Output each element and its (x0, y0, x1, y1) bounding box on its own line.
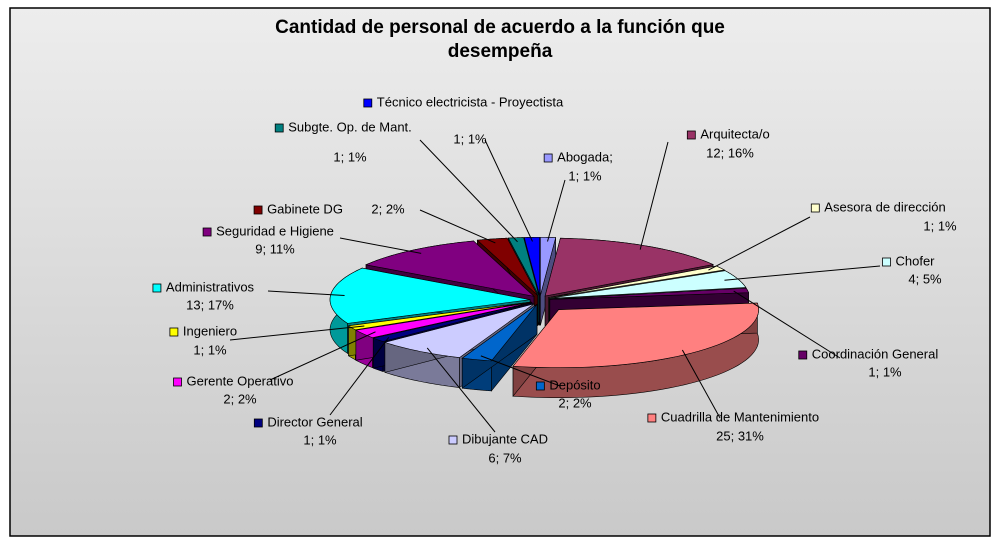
leader-line (229, 325, 365, 341)
value-label: 1; 1% (333, 149, 367, 164)
leader-line (329, 336, 390, 416)
slice (548, 265, 726, 298)
legend-swatch (202, 227, 212, 237)
value-label: 1; 1% (453, 131, 487, 146)
value-label: 1; 1% (303, 432, 337, 447)
legend-swatch (882, 257, 891, 267)
legend-swatch (173, 377, 182, 387)
value-label: 4; 5% (908, 271, 942, 286)
value-label: 25; 31% (716, 428, 764, 443)
leader-line (639, 141, 669, 250)
legend-swatch (543, 153, 553, 163)
leader-line (419, 209, 496, 244)
slice (461, 304, 538, 362)
category-label: Director General (267, 414, 362, 429)
leader-line (681, 349, 721, 419)
slice (512, 302, 759, 368)
category-label: Asesora de dirección (824, 199, 945, 214)
leader-line (484, 139, 533, 242)
leader-line (733, 290, 841, 359)
value-label: 12; 16% (706, 145, 754, 160)
legend-swatch (535, 381, 545, 391)
category-label: Ingeniero (183, 323, 237, 338)
value-label: 1; 1% (868, 364, 902, 379)
category-label: Gerente Operativo (187, 373, 294, 388)
slice (523, 237, 540, 296)
legend-swatch (363, 98, 373, 108)
category-label: Arquitecta/o (700, 126, 769, 141)
slice (365, 240, 535, 297)
value-label: 2; 2% (371, 201, 405, 216)
category-label: Cuadrilla de Mantenimiento (661, 409, 819, 424)
legend-swatch (448, 435, 458, 445)
slice (372, 302, 533, 342)
value-label: 6; 7% (488, 450, 522, 465)
legend-swatch (274, 123, 284, 133)
leader-line (269, 331, 376, 381)
category-label: Gabinete DG (267, 201, 343, 216)
legend-swatch (169, 327, 179, 337)
slice (476, 237, 538, 296)
leader-line (480, 355, 561, 387)
leader-line (708, 216, 811, 271)
category-label: Abogada; (557, 149, 613, 164)
legend-swatch (152, 283, 162, 293)
legend-swatch (253, 418, 263, 428)
value-label: 2; 2% (223, 391, 257, 406)
value-label: 13; 17% (186, 297, 234, 312)
slice (329, 267, 531, 324)
slice (507, 237, 540, 296)
slice (549, 287, 750, 300)
category-label: Dibujante CAD (462, 431, 548, 446)
leader-line (426, 347, 496, 433)
value-label: 1; 1% (193, 342, 227, 357)
category-label: Subgte. Op. de Mant. (288, 119, 412, 134)
value-label: 9; 11% (255, 241, 295, 256)
slice (544, 237, 714, 297)
legend-swatch (647, 413, 657, 423)
slice (383, 303, 535, 358)
leader-line (339, 237, 422, 254)
leader-line (724, 265, 881, 281)
value-label: 1; 1% (923, 218, 957, 233)
category-label: Coordinación General (812, 346, 939, 361)
category-label: Depósito (549, 377, 600, 392)
slice (540, 237, 557, 296)
category-label: Administrativos (166, 279, 255, 294)
pie (329, 237, 759, 398)
value-label: 1; 1% (568, 168, 602, 183)
category-label: Seguridad e Higiene (216, 223, 334, 238)
legend-swatch (810, 203, 820, 213)
legend-swatch (686, 130, 696, 140)
legend-swatch (798, 350, 808, 360)
leader-line (267, 290, 345, 297)
labels: Abogada; 1; 1% Arquitecta/o 12; 16% Asesora … (152, 94, 957, 465)
leader-line (419, 139, 518, 243)
value-label: 2; 2% (558, 395, 592, 410)
category-label: Técnico electricista - Proyectista (377, 94, 564, 109)
leader-line (547, 179, 566, 242)
category-label: Chofer (895, 253, 935, 268)
slice (354, 302, 532, 338)
chart-title: Cantidad de personal de acuerdo a la fun… (275, 17, 725, 62)
legend-swatch (253, 205, 263, 215)
